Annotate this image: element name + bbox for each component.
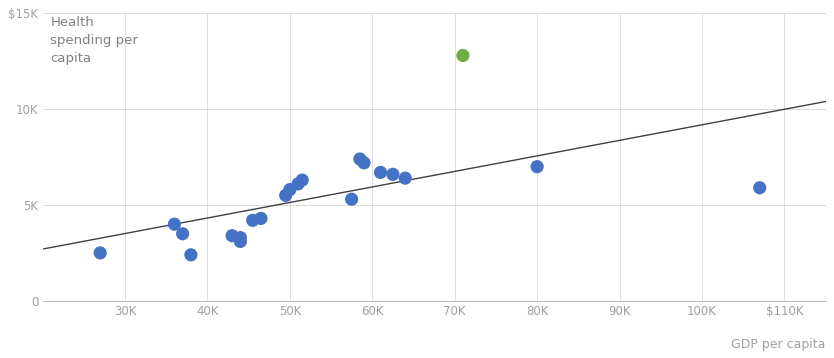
Point <box>234 235 247 241</box>
Point <box>386 171 399 177</box>
Point <box>295 177 309 183</box>
Point <box>93 250 107 256</box>
Point <box>168 221 181 227</box>
Point <box>354 156 367 162</box>
Point <box>225 233 239 238</box>
Point <box>291 181 304 187</box>
Point <box>374 170 387 175</box>
Point <box>234 238 247 244</box>
Text: GDP per capita: GDP per capita <box>731 338 826 351</box>
Point <box>753 185 766 190</box>
Text: Health
spending per
capita: Health spending per capita <box>50 16 138 65</box>
Point <box>345 197 359 202</box>
Point <box>246 217 259 223</box>
Point <box>184 252 198 258</box>
Point <box>399 175 412 181</box>
Point <box>530 164 544 170</box>
Point <box>254 216 268 221</box>
Point <box>456 53 470 58</box>
Point <box>176 231 189 237</box>
Point <box>357 160 370 166</box>
Point <box>279 193 293 198</box>
Point <box>284 187 297 193</box>
